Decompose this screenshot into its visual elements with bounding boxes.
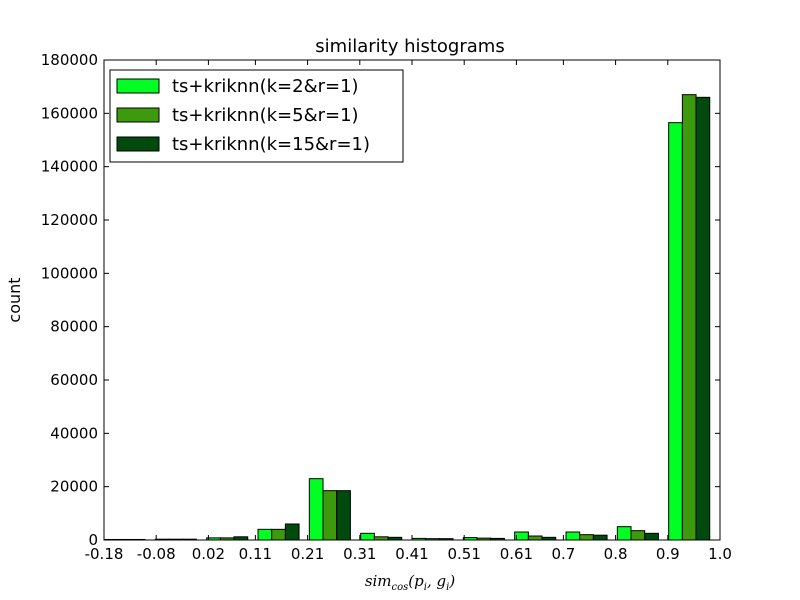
y-tick-label: 60000 bbox=[50, 371, 98, 389]
chart-title: similarity histograms bbox=[315, 36, 504, 57]
legend-swatch-3 bbox=[116, 136, 160, 152]
x-tick-label: 0.8 bbox=[604, 545, 628, 563]
x-tick-label: 0.31 bbox=[343, 545, 376, 563]
y-tick-label: 100000 bbox=[41, 264, 98, 282]
x-tick-label: 0.51 bbox=[448, 545, 481, 563]
bar-series-3-bin-5 bbox=[336, 490, 351, 541]
legend-swatch-1 bbox=[116, 78, 160, 94]
x-axis-label: simcos(pi, gi) bbox=[365, 572, 456, 593]
bar-series-1-bin-11 bbox=[616, 526, 632, 541]
x-axis-label-g-sub: i bbox=[446, 582, 449, 593]
bar-series-1-bin-5 bbox=[308, 478, 324, 541]
x-tick-label: 1.0 bbox=[708, 545, 732, 563]
bar-series-2-bin-11 bbox=[630, 530, 646, 541]
bar-series-1-bin-12 bbox=[668, 122, 683, 541]
bar-series-1-bin-4 bbox=[257, 528, 273, 541]
x-tick-label: -0.18 bbox=[85, 545, 124, 563]
bar-series-3-bin-10 bbox=[592, 534, 608, 541]
x-tick-label: 0.02 bbox=[192, 545, 225, 563]
legend-label-2: ts+kriknn(k=5&r=1) bbox=[172, 105, 359, 126]
x-axis-label-p-sub: i bbox=[424, 582, 427, 593]
bar-series-3-bin-12 bbox=[695, 96, 711, 541]
y-axis-ticks: 0 20000 40000 60000 80000 100000 120000 140000 1… bbox=[41, 51, 720, 549]
x-axis-ticks: -0.18 -0.08 0.02 0.11 0.21 0.31 0.41 0.51 0.61 0.… bbox=[85, 60, 732, 563]
legend-label-3: ts+kriknn(k=15&r=1) bbox=[172, 134, 370, 155]
bar-series-2-bin-10 bbox=[579, 534, 594, 541]
y-tick-label: 20000 bbox=[50, 478, 98, 496]
bars-group bbox=[103, 94, 711, 541]
legend-swatch-2 bbox=[116, 107, 160, 123]
y-tick-label: 40000 bbox=[50, 424, 98, 442]
x-tick-label: 0.9 bbox=[656, 545, 680, 563]
x-axis-label-base: sim bbox=[365, 572, 392, 590]
x-tick-label: 0.21 bbox=[291, 545, 324, 563]
y-tick-label: 180000 bbox=[41, 51, 98, 69]
x-tick-label: 0.41 bbox=[395, 545, 428, 563]
bar-series-2-bin-5 bbox=[322, 490, 338, 541]
x-axis-label-base-sub: cos bbox=[392, 582, 409, 593]
x-axis-label-close: ) bbox=[448, 572, 455, 590]
x-axis-label-p: p bbox=[414, 572, 424, 590]
y-tick-label: 140000 bbox=[41, 158, 98, 176]
x-axis-label-g: g bbox=[437, 572, 447, 590]
x-tick-label: 0.11 bbox=[239, 545, 272, 563]
bar-series-2-bin-12 bbox=[681, 94, 697, 541]
bar-series-2-bin-9 bbox=[527, 535, 543, 541]
bar-series-3-bin-4 bbox=[284, 523, 300, 541]
x-tick-label: -0.08 bbox=[137, 545, 176, 563]
y-tick-label: 80000 bbox=[50, 318, 98, 336]
bar-series-2-bin-4 bbox=[271, 528, 286, 541]
x-tick-label: 0.7 bbox=[551, 545, 575, 563]
x-tick-label: 0.61 bbox=[500, 545, 533, 563]
bar-series-1-bin-6 bbox=[360, 532, 375, 541]
bar-series-1-bin-10 bbox=[565, 531, 581, 541]
bar-series-3-bin-11 bbox=[644, 532, 659, 541]
y-tick-label: 0 bbox=[88, 531, 98, 549]
legend-label-1: ts+kriknn(k=2&r=1) bbox=[172, 76, 359, 97]
y-tick-label: 160000 bbox=[41, 104, 98, 122]
x-axis-label-open: ( bbox=[408, 572, 415, 590]
y-axis-label: count bbox=[5, 277, 24, 322]
legend: ts+kriknn(k=2&r=1) ts+kriknn(k=5&r=1) ts+k… bbox=[109, 69, 404, 163]
x-axis-label-comma: , bbox=[427, 572, 437, 590]
y-tick-label: 120000 bbox=[41, 211, 98, 229]
